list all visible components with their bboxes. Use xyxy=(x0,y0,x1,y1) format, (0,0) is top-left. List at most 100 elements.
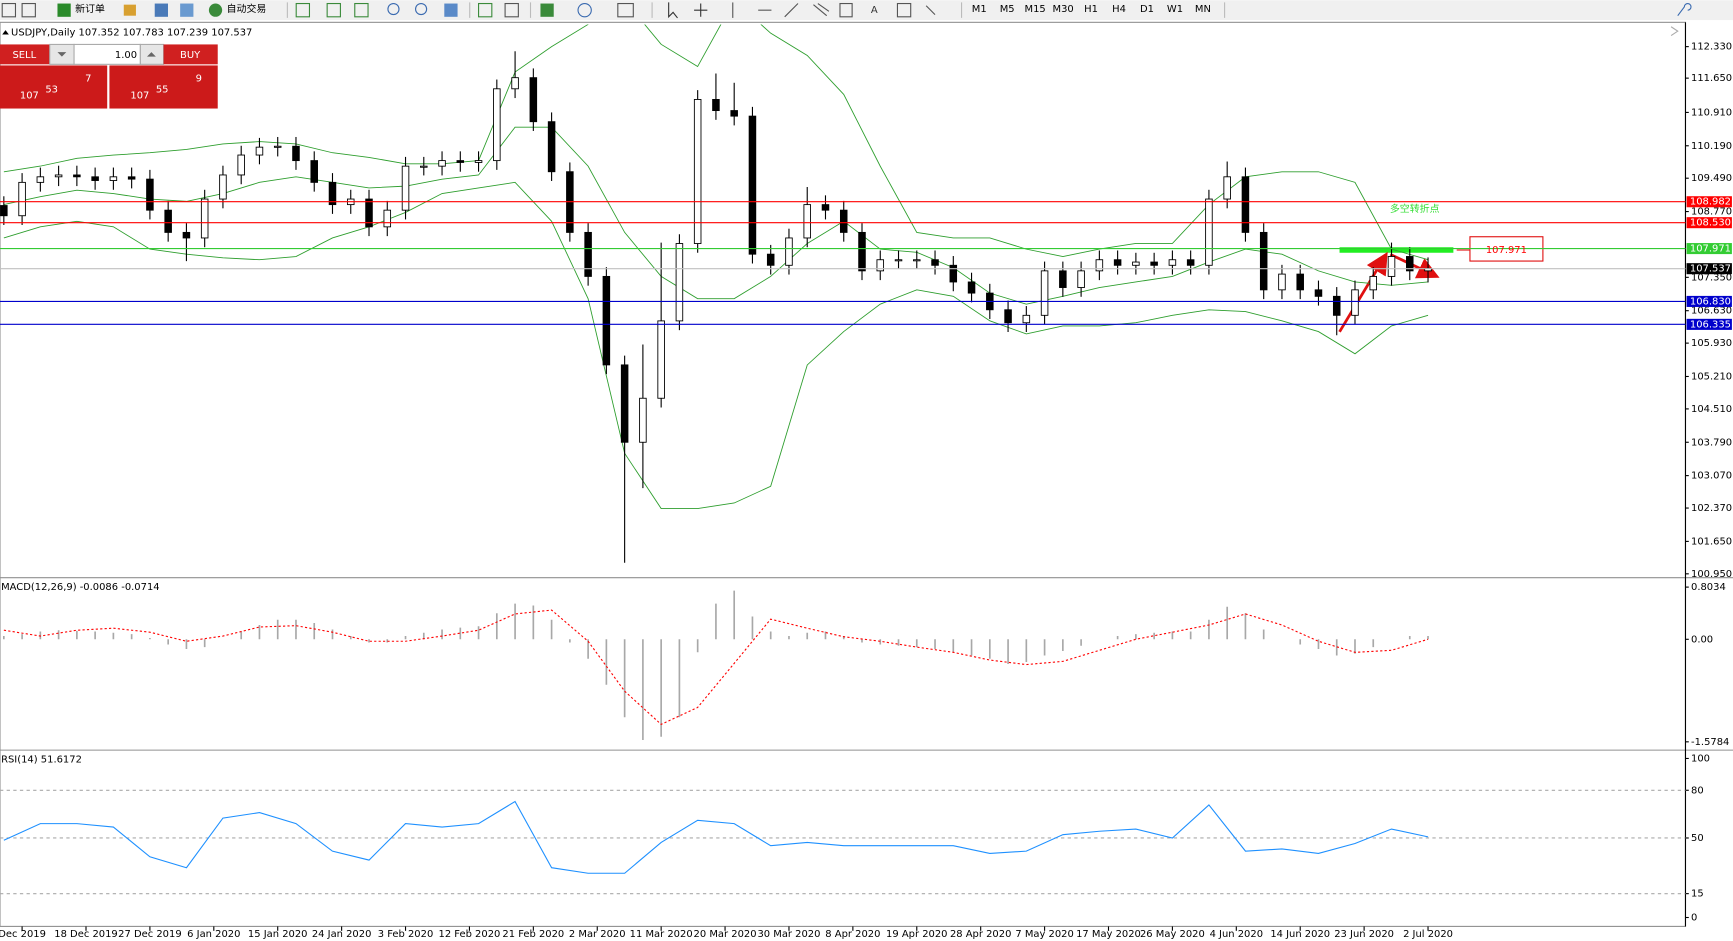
x-tick-label: 19 Apr 2020 xyxy=(886,929,947,940)
new-order-button[interactable]: 新订单 xyxy=(75,2,105,15)
timeframe-button[interactable]: M15 xyxy=(1025,4,1046,15)
bid-big-figure: 107 xyxy=(20,90,39,101)
timeframe-button[interactable]: M30 xyxy=(1053,4,1074,15)
candle-body xyxy=(0,205,8,217)
candle-body xyxy=(839,209,848,233)
candle-body xyxy=(766,253,775,266)
candle-body xyxy=(931,259,939,266)
x-tick-label: 15 Jan 2020 xyxy=(248,929,308,940)
candle-body xyxy=(1077,270,1085,288)
x-tick-label: 3 Feb 2020 xyxy=(378,929,434,940)
bid-box[interactable] xyxy=(0,65,108,109)
candle-body xyxy=(657,320,665,399)
y-tick-label: 101.650 xyxy=(1691,536,1732,547)
up-arrow xyxy=(146,52,156,57)
candle-body xyxy=(255,146,264,156)
toolbar xyxy=(0,0,1733,21)
buy-label: BUY xyxy=(180,50,201,61)
candle-body xyxy=(547,121,556,173)
y-tick-label: 103.070 xyxy=(1691,471,1732,482)
sell-label: SELL xyxy=(12,50,36,61)
candle-body xyxy=(1278,273,1286,291)
candle-body xyxy=(36,176,45,183)
timeframe-button[interactable]: D1 xyxy=(1140,4,1154,15)
candle-body xyxy=(219,174,227,200)
sell-button[interactable] xyxy=(0,44,50,65)
timeframe-button[interactable]: M5 xyxy=(1000,4,1015,15)
candle-body xyxy=(1113,259,1122,266)
y-tick-label: 50 xyxy=(1691,833,1704,844)
ask-fraction: 9 xyxy=(196,74,202,85)
candle-body xyxy=(1095,259,1104,272)
candle-body xyxy=(109,176,118,181)
collapse-icon xyxy=(2,30,9,35)
candle-body xyxy=(401,165,410,211)
x-tick-label: 4 Jun 2020 xyxy=(1210,929,1263,940)
ask-box[interactable] xyxy=(109,65,218,109)
candle-body xyxy=(602,275,611,366)
candle-body xyxy=(639,397,647,443)
candle-body xyxy=(1259,231,1268,291)
candle-body xyxy=(967,281,976,294)
x-tick-label: 18 Dec 2019 xyxy=(54,929,117,940)
candle-body xyxy=(310,160,318,183)
candle-body xyxy=(1223,176,1231,200)
timeframe-button[interactable]: M1 xyxy=(972,4,987,15)
y-tick-label: 110.910 xyxy=(1691,107,1732,118)
candle-body xyxy=(383,209,392,228)
x-tick-label: 21 Feb 2020 xyxy=(502,929,564,940)
candle-body xyxy=(584,231,592,277)
candle-body xyxy=(785,237,793,266)
candle-body xyxy=(511,77,519,90)
candle-body xyxy=(620,364,629,443)
y-tick-label: 109.490 xyxy=(1691,173,1732,184)
price-level-tag xyxy=(1686,217,1732,229)
panel-2 xyxy=(0,789,1686,895)
indicator-title: USDJPY,Daily 107.352 107.783 107.239 107… xyxy=(11,27,252,38)
candle-body xyxy=(420,165,428,168)
x-tick-label: 6 Jan 2020 xyxy=(187,929,240,940)
y-tick-label: 0.8034 xyxy=(1691,582,1726,593)
timeframe-button[interactable]: H1 xyxy=(1084,4,1098,15)
y-tick-label: 106.630 xyxy=(1691,306,1732,317)
timeframe-button[interactable]: W1 xyxy=(1167,4,1183,15)
x-tick-label: 7 May 2020 xyxy=(1015,929,1073,940)
x-tick-label: 17 May 2020 xyxy=(1076,929,1141,940)
candle-body xyxy=(438,160,446,167)
y-tick-label: 103.790 xyxy=(1691,437,1732,448)
price-level-tag xyxy=(1686,243,1732,255)
candle-body xyxy=(365,198,373,228)
one-click-trading-panel: SELL 1.00 BUY 107 53 7 107 55 9 xyxy=(0,43,218,109)
candle-body xyxy=(876,259,885,272)
bollinger-band xyxy=(3,181,1429,509)
buy-button[interactable] xyxy=(163,44,218,65)
x-tick-label: 2 Jul 2020 xyxy=(1403,929,1453,940)
y-tick-label: 100.950 xyxy=(1691,569,1732,580)
x-tick-label: 24 Jan 2020 xyxy=(312,929,372,940)
ask-pips: 55 xyxy=(156,85,169,96)
candle-body xyxy=(73,174,81,178)
candle-body xyxy=(18,181,26,217)
candle-body xyxy=(328,181,337,206)
auto-trading-button[interactable]: 自动交易 xyxy=(227,2,267,15)
timeframe-button[interactable]: H4 xyxy=(1112,4,1126,15)
x-tick-label: 11 Mar 2020 xyxy=(630,929,693,940)
candle-body xyxy=(237,154,245,176)
timeframe-bar: M1 M5 M15 M30 H1 H4 D1 W1 MN xyxy=(972,4,1211,15)
candle-body xyxy=(894,259,903,262)
price-level-label: 106.830 xyxy=(1690,296,1731,307)
timeframe-button[interactable]: MN xyxy=(1195,4,1211,15)
candle-body xyxy=(675,243,684,322)
candle-body xyxy=(474,160,483,163)
y-tick-label: 0.00 xyxy=(1691,634,1713,645)
candle-body xyxy=(292,145,300,162)
candle-body xyxy=(712,99,720,112)
toolbar-icons: A xyxy=(1,2,1692,19)
y-tick-label: 102.370 xyxy=(1691,503,1732,514)
x-tick-label: 28 Apr 2020 xyxy=(950,929,1011,940)
panel-1 xyxy=(3,590,1429,740)
y-tick-label: 80 xyxy=(1691,785,1704,796)
candle-body xyxy=(1241,176,1250,233)
candle-body xyxy=(1314,289,1323,297)
candle-body xyxy=(493,88,501,162)
